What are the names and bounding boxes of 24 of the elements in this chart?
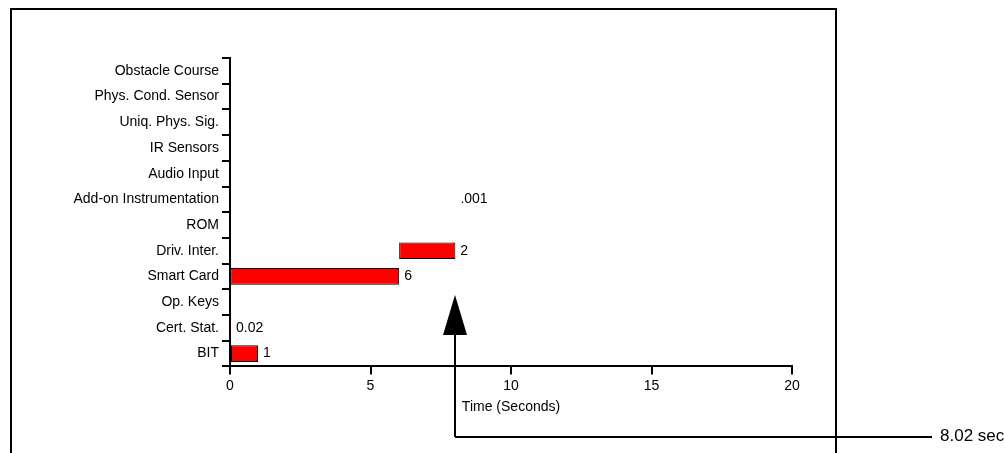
text: 8.02 sec xyxy=(932,426,1004,446)
data-label: 2 xyxy=(460,241,469,258)
y-tick-label: Op. Keys xyxy=(161,293,219,310)
y-tick-label: ROM xyxy=(186,215,219,232)
y-tick-label: Uniq. Phys. Sig. xyxy=(119,113,219,130)
data-label: .001 xyxy=(460,190,488,207)
x-axis-title: Time (Seconds) xyxy=(461,398,561,415)
data-label: 0.02 xyxy=(236,318,264,335)
x-tick-label: 0 xyxy=(226,376,235,393)
data-label: 6 xyxy=(404,267,413,284)
y-tick-label: Audio Input xyxy=(148,164,220,181)
x-tick-label: 20 xyxy=(784,376,800,393)
y-tick-label: Driv. Inter. xyxy=(156,241,219,258)
y-tick-label: Phys. Cond. Sensor xyxy=(94,87,220,104)
y-tick-label: BIT xyxy=(197,344,220,361)
y-tick-label: Cert. Stat. xyxy=(155,318,219,335)
x-tick-label: 15 xyxy=(643,376,660,393)
y-tick-label: Add-on Instrumentation xyxy=(73,190,219,207)
data-label: 1 xyxy=(263,344,272,361)
x-tick-label: 5 xyxy=(366,376,375,393)
y-tick-label: Obstacle Course xyxy=(114,61,220,78)
x-tick-label: 10 xyxy=(503,376,519,393)
y-tick-label: IR Sensors xyxy=(149,138,219,155)
y-tick-label: Smart Card xyxy=(147,267,219,284)
